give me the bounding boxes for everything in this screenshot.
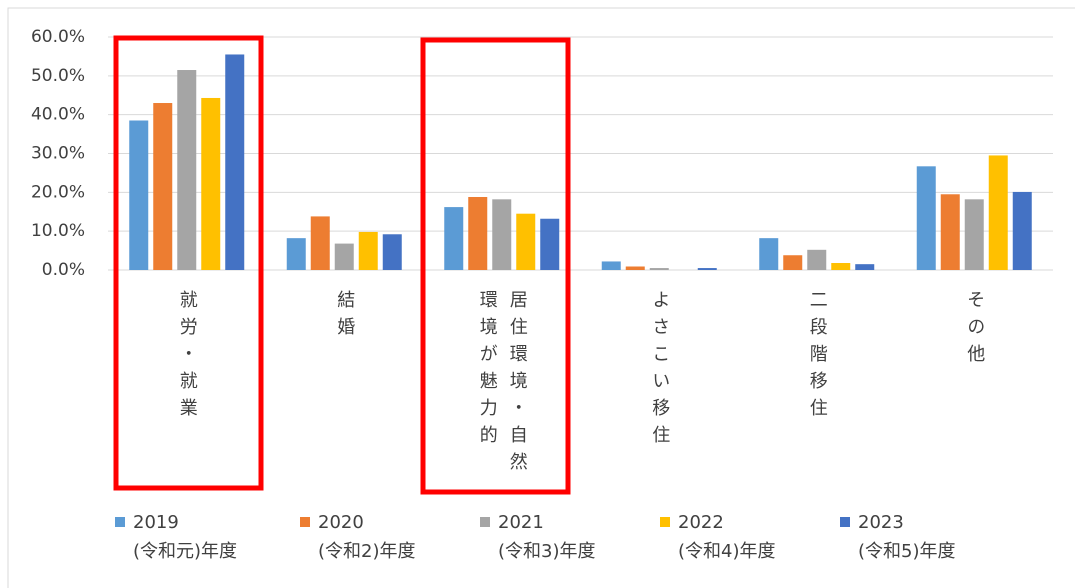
- bar: [855, 264, 875, 270]
- legend-label: 2020 (令和2)年度: [318, 512, 416, 562]
- bar: [358, 231, 378, 270]
- bar: [1012, 191, 1032, 270]
- bar: [601, 261, 621, 270]
- bar: [697, 268, 717, 270]
- bar: [964, 199, 984, 270]
- bar: [783, 255, 803, 270]
- bar: [516, 213, 536, 270]
- bar: [807, 249, 827, 270]
- bar: [286, 238, 306, 270]
- bar: [940, 194, 960, 270]
- legend-swatch: [115, 517, 125, 527]
- bar: [468, 196, 488, 270]
- x-tick-label: 結婚: [334, 290, 356, 344]
- x-tick-label: 就労・就業: [176, 290, 198, 425]
- legend-swatch: [840, 517, 850, 527]
- bar: [177, 70, 197, 270]
- y-tick-label: 50.0%: [31, 66, 85, 86]
- x-tick-label: よさこい移住: [649, 290, 671, 452]
- bar: [988, 155, 1008, 270]
- bar: [153, 103, 173, 271]
- highlight-box: [420, 37, 571, 495]
- bar: [492, 199, 512, 270]
- bar: [649, 268, 669, 270]
- legend-swatch: [480, 517, 490, 527]
- y-tick-label: 0.0%: [42, 260, 85, 280]
- bar: [625, 266, 645, 270]
- bar: [831, 263, 851, 270]
- bar: [334, 243, 354, 270]
- legend-label: 2022 (令和4)年度: [678, 512, 776, 562]
- bar: [310, 216, 330, 270]
- y-tick-label: 40.0%: [31, 105, 85, 125]
- bar: [129, 120, 149, 270]
- bar: [225, 54, 245, 270]
- x-tick-label: 居住環境・自然環境が魅力的: [476, 290, 528, 479]
- legend-swatch: [300, 517, 310, 527]
- x-tick-label: その他: [964, 290, 986, 371]
- bar: [444, 207, 464, 270]
- bar: [540, 218, 560, 270]
- bar: [201, 97, 221, 271]
- legend-label: 2019 (令和元)年度: [133, 512, 238, 562]
- x-tick-label: 二段階移住: [806, 290, 828, 425]
- y-tick-label: 20.0%: [31, 182, 85, 202]
- y-tick-label: 60.0%: [31, 27, 85, 47]
- chart-border: [7, 7, 1075, 588]
- bar: [759, 238, 779, 270]
- bar: [382, 234, 402, 270]
- highlight-box: [113, 35, 264, 491]
- bar: [916, 166, 936, 270]
- y-tick-label: 10.0%: [31, 221, 85, 241]
- y-tick-label: 30.0%: [31, 144, 85, 164]
- legend-label: 2021 (令和3)年度: [498, 512, 596, 562]
- legend-label: 2023 (令和5)年度: [858, 512, 956, 562]
- legend-swatch: [660, 517, 670, 527]
